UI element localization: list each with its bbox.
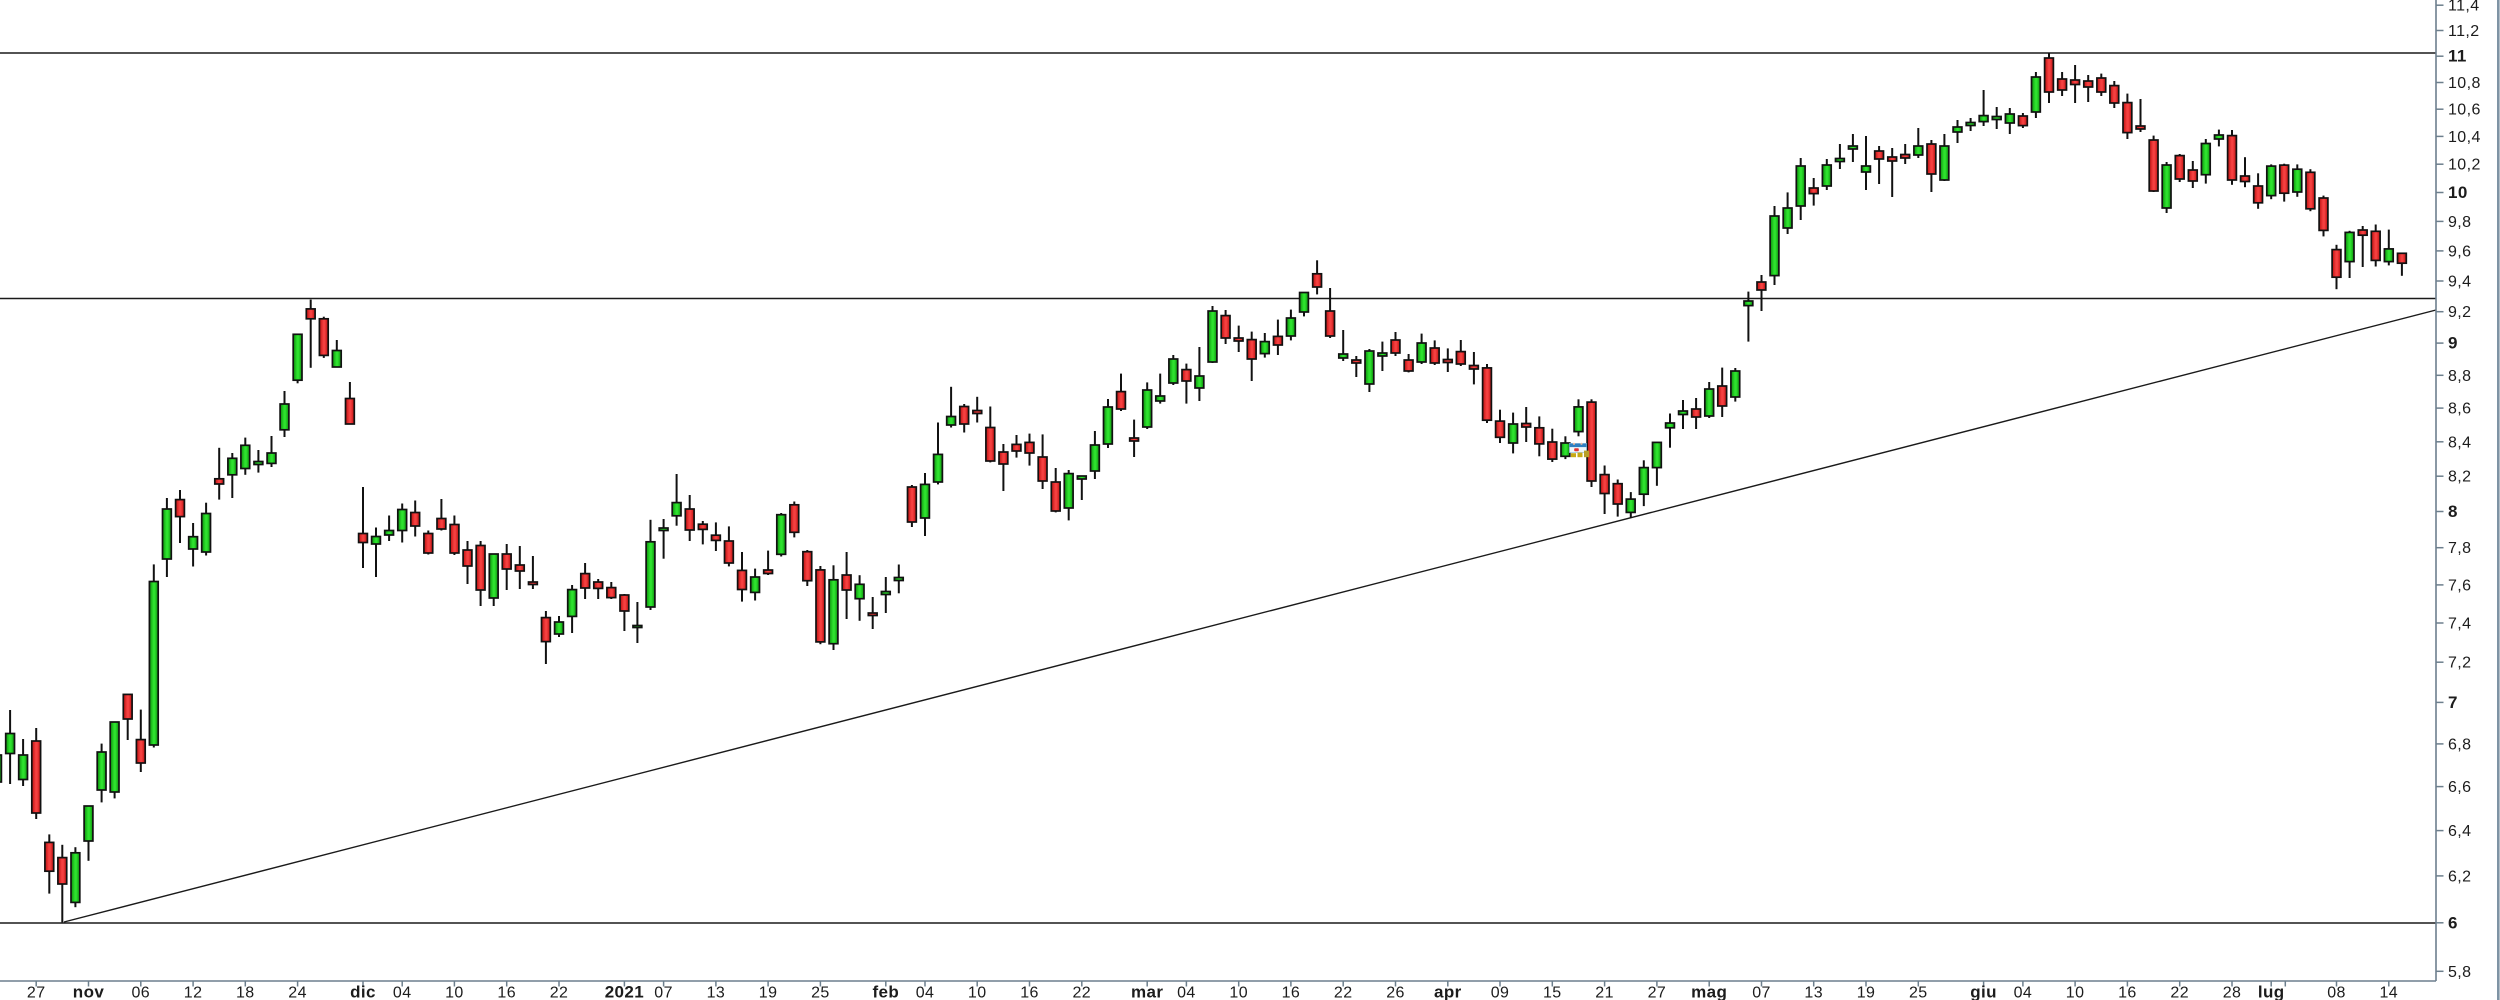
svg-text:6,8: 6,8 [2448,736,2471,753]
svg-text:7,8: 7,8 [2448,540,2471,557]
svg-text:27: 27 [1648,985,1667,1000]
svg-text:08: 08 [2327,985,2346,1000]
svg-text:9,8: 9,8 [2448,214,2471,231]
svg-text:22: 22 [550,985,569,1000]
svg-text:8,6: 8,6 [2448,401,2471,418]
svg-text:2021: 2021 [605,983,644,1000]
svg-text:04: 04 [393,985,412,1000]
svg-text:07: 07 [654,985,673,1000]
svg-text:24: 24 [288,985,307,1000]
svg-text:10,8: 10,8 [2448,75,2481,92]
svg-text:mar: mar [1131,983,1163,1000]
svg-text:9,2: 9,2 [2448,304,2471,321]
svg-text:9: 9 [2448,334,2458,353]
svg-text:10: 10 [968,985,987,1000]
svg-text:12: 12 [184,985,203,1000]
svg-text:22: 22 [1072,985,1091,1000]
svg-text:9,6: 9,6 [2448,243,2471,260]
svg-text:apr: apr [1434,983,1462,1000]
svg-text:6,2: 6,2 [2448,868,2471,885]
svg-text:7,4: 7,4 [2448,616,2471,633]
svg-text:6,6: 6,6 [2448,779,2471,796]
svg-text:7,6: 7,6 [2448,577,2471,594]
svg-text:8: 8 [2448,502,2458,521]
svg-text:19: 19 [1857,985,1876,1000]
svg-text:04: 04 [2014,985,2033,1000]
svg-text:10: 10 [1229,985,1248,1000]
svg-text:22: 22 [1334,985,1353,1000]
svg-text:25: 25 [1909,985,1928,1000]
svg-text:dic: dic [350,983,376,1000]
svg-text:27: 27 [27,985,46,1000]
svg-text:16: 16 [1020,985,1039,1000]
svg-text:10: 10 [2448,183,2468,202]
svg-text:26: 26 [1386,985,1405,1000]
svg-text:8,2: 8,2 [2448,469,2471,486]
svg-text:15: 15 [1543,985,1562,1000]
svg-text:6: 6 [2448,913,2458,932]
svg-text:16: 16 [497,985,516,1000]
svg-text:10,2: 10,2 [2448,157,2481,174]
svg-text:9,4: 9,4 [2448,274,2471,291]
svg-text:16: 16 [2118,985,2137,1000]
svg-text:22: 22 [2170,985,2189,1000]
svg-text:mag: mag [1691,983,1727,1000]
svg-text:13: 13 [707,985,726,1000]
svg-text:25: 25 [811,985,830,1000]
svg-text:11,2: 11,2 [2448,23,2480,40]
svg-text:8,8: 8,8 [2448,368,2471,385]
svg-text:10: 10 [445,985,464,1000]
svg-text:09: 09 [1491,985,1510,1000]
svg-text:10: 10 [2066,985,2085,1000]
svg-text:11: 11 [2448,47,2467,66]
svg-text:lug: lug [2258,983,2285,1000]
svg-text:13: 13 [1804,985,1823,1000]
svg-text:04: 04 [916,985,935,1000]
svg-text:10,4: 10,4 [2448,129,2481,146]
svg-text:19: 19 [759,985,778,1000]
svg-text:7,2: 7,2 [2448,655,2471,672]
svg-text:07: 07 [1752,985,1771,1000]
svg-text:06: 06 [131,985,150,1000]
svg-text:14: 14 [2379,985,2398,1000]
svg-text:11,4: 11,4 [2448,0,2480,15]
svg-text:5,8: 5,8 [2448,964,2471,981]
svg-text:giu: giu [1970,983,1997,1000]
svg-text:21: 21 [1595,985,1614,1000]
svg-text:18: 18 [236,985,255,1000]
svg-text:6,4: 6,4 [2448,823,2471,840]
svg-text:04: 04 [1177,985,1196,1000]
svg-text:28: 28 [2223,985,2242,1000]
svg-text:7: 7 [2448,693,2458,712]
svg-text:16: 16 [1282,985,1301,1000]
svg-text:10,6: 10,6 [2448,102,2481,119]
svg-text:feb: feb [872,983,899,1000]
svg-text:nov: nov [73,983,105,1000]
svg-text:8,4: 8,4 [2448,434,2471,451]
